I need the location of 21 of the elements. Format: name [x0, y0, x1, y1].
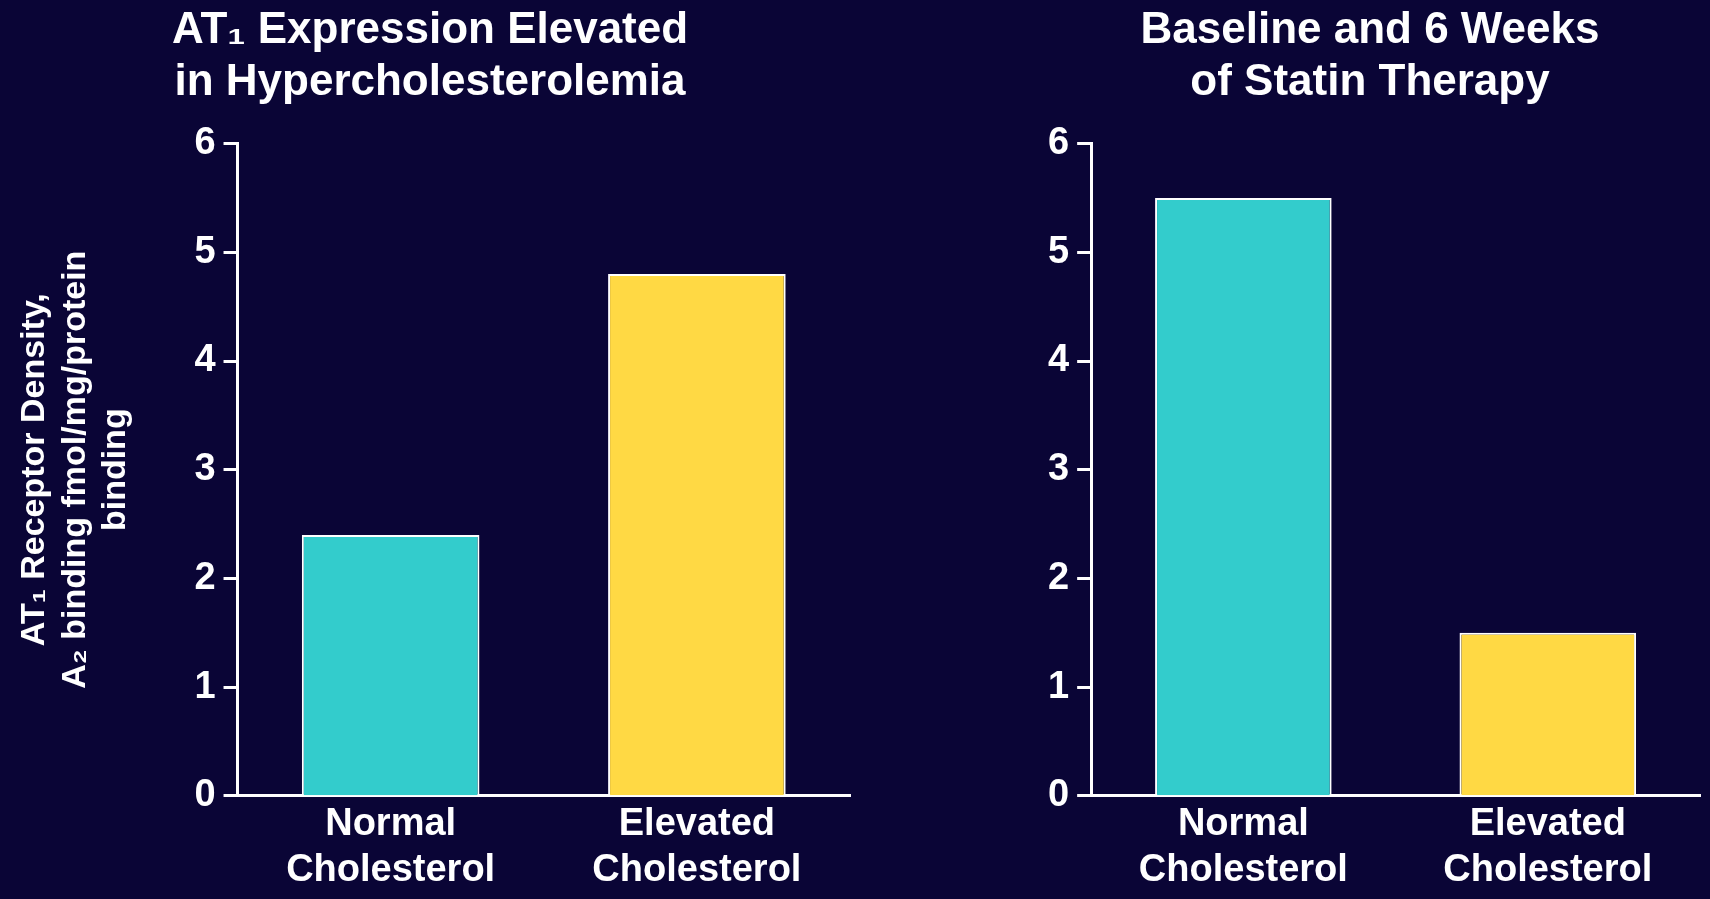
y-tick-label: 0	[194, 772, 216, 815]
x-tick-label: Elevated Cholesterol	[592, 801, 802, 889]
y-tick-label: 2	[194, 554, 216, 597]
y-tick-label: 2	[1047, 554, 1070, 597]
y-tick-label: 4	[194, 337, 216, 380]
chart-title: Baseline and 6 Weeks of Statin Therapy	[1140, 2, 1600, 105]
y-tick-label: 3	[194, 446, 216, 489]
x-tick-label: Normal Cholesterol	[1138, 801, 1348, 889]
y-tick-label: 1	[1047, 663, 1070, 706]
y-axis-title: AT₁ Receptor Density, A₂ binding fmol/mg/protein binding	[12, 250, 133, 689]
y-tick-label: 5	[194, 228, 216, 271]
chart-title: AT₁ Expression Elevated in Hypercholesterolemia	[171, 2, 689, 105]
y-tick-label: 4	[1047, 337, 1070, 380]
x-tick-label: Elevated Cholesterol	[1443, 801, 1653, 889]
y-tick-label: 6	[1047, 120, 1070, 163]
y-tick-label: 1	[194, 663, 216, 706]
y-tick-label: 5	[1047, 228, 1070, 271]
y-tick-label: 3	[1047, 446, 1070, 489]
x-tick-label: Normal Cholesterol	[286, 801, 496, 889]
y-tick-label: 0	[1047, 772, 1070, 815]
y-tick-label: 6	[194, 120, 216, 163]
